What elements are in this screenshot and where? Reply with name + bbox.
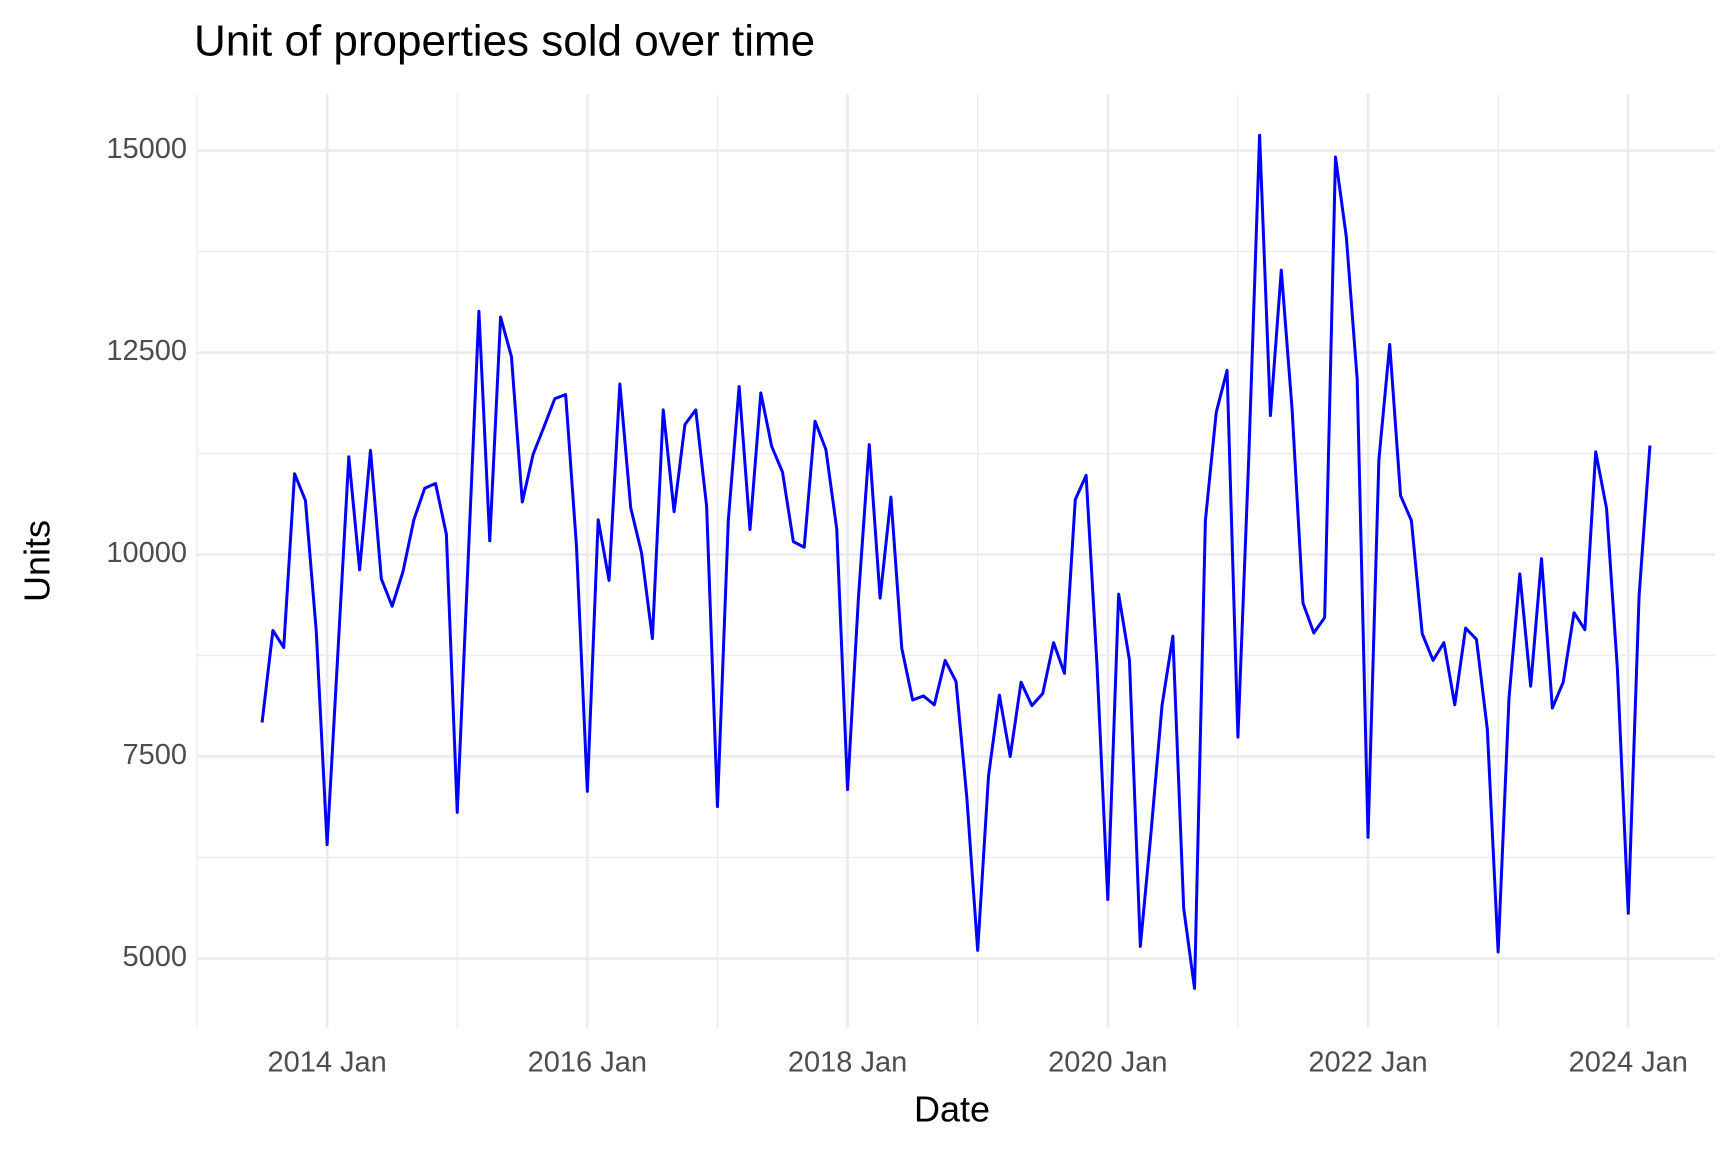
- y-axis-title: Units: [17, 520, 58, 602]
- x-tick-label: 2016 Jan: [528, 1047, 647, 1079]
- x-tick-label: 2022 Jan: [1308, 1047, 1427, 1079]
- y-tick-label: 15000: [106, 133, 187, 165]
- x-tick-label: 2024 Jan: [1569, 1047, 1688, 1079]
- x-axis-title: Date: [914, 1089, 990, 1130]
- chart-title: Unit of properties sold over time: [194, 17, 815, 66]
- x-tick-label: 2020 Jan: [1048, 1047, 1167, 1079]
- y-tick-label: 10000: [106, 537, 187, 569]
- y-tick-label: 5000: [122, 941, 187, 973]
- x-tick-label: 2014 Jan: [267, 1047, 386, 1079]
- y-tick-label: 12500: [106, 335, 187, 367]
- y-tick-label: 7500: [122, 739, 187, 771]
- data-line: [260, 133, 1652, 990]
- x-tick-label: 2018 Jan: [788, 1047, 907, 1079]
